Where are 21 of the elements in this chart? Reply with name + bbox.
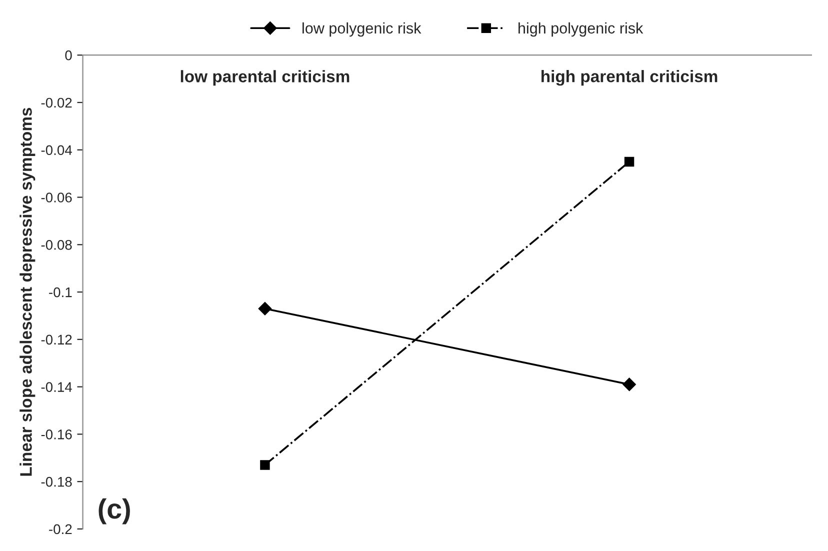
y-tick-label: -0.2 xyxy=(49,524,72,534)
y-tick-label: -0.04 xyxy=(41,145,72,156)
y-tick-label: -0.06 xyxy=(41,192,72,202)
y-tick-label: -0.08 xyxy=(41,240,72,250)
point xyxy=(622,378,636,392)
y-tick-label: -0.18 xyxy=(41,476,72,487)
y-tick-label: -0.16 xyxy=(41,430,72,440)
y-tick-label: -0.1 xyxy=(49,287,72,298)
x-tick-label: high parental criticism xyxy=(542,70,718,86)
y-tick-label: -0.02 xyxy=(41,98,72,108)
legend-label: low polygenic risk xyxy=(302,22,422,37)
annotation: (c) xyxy=(98,498,130,524)
point xyxy=(258,302,272,316)
y-axis-title: Linear slope adolescent depressive symptoms xyxy=(20,108,36,476)
legend-label: high polygenic risk xyxy=(518,22,644,37)
y-tick-label: -0.14 xyxy=(41,382,72,392)
point xyxy=(624,156,634,167)
x-tick-label: low parental criticism xyxy=(180,70,350,86)
point xyxy=(260,460,270,470)
y-tick-label: -0.12 xyxy=(41,334,72,345)
y-tick-label: 0 xyxy=(65,50,72,60)
